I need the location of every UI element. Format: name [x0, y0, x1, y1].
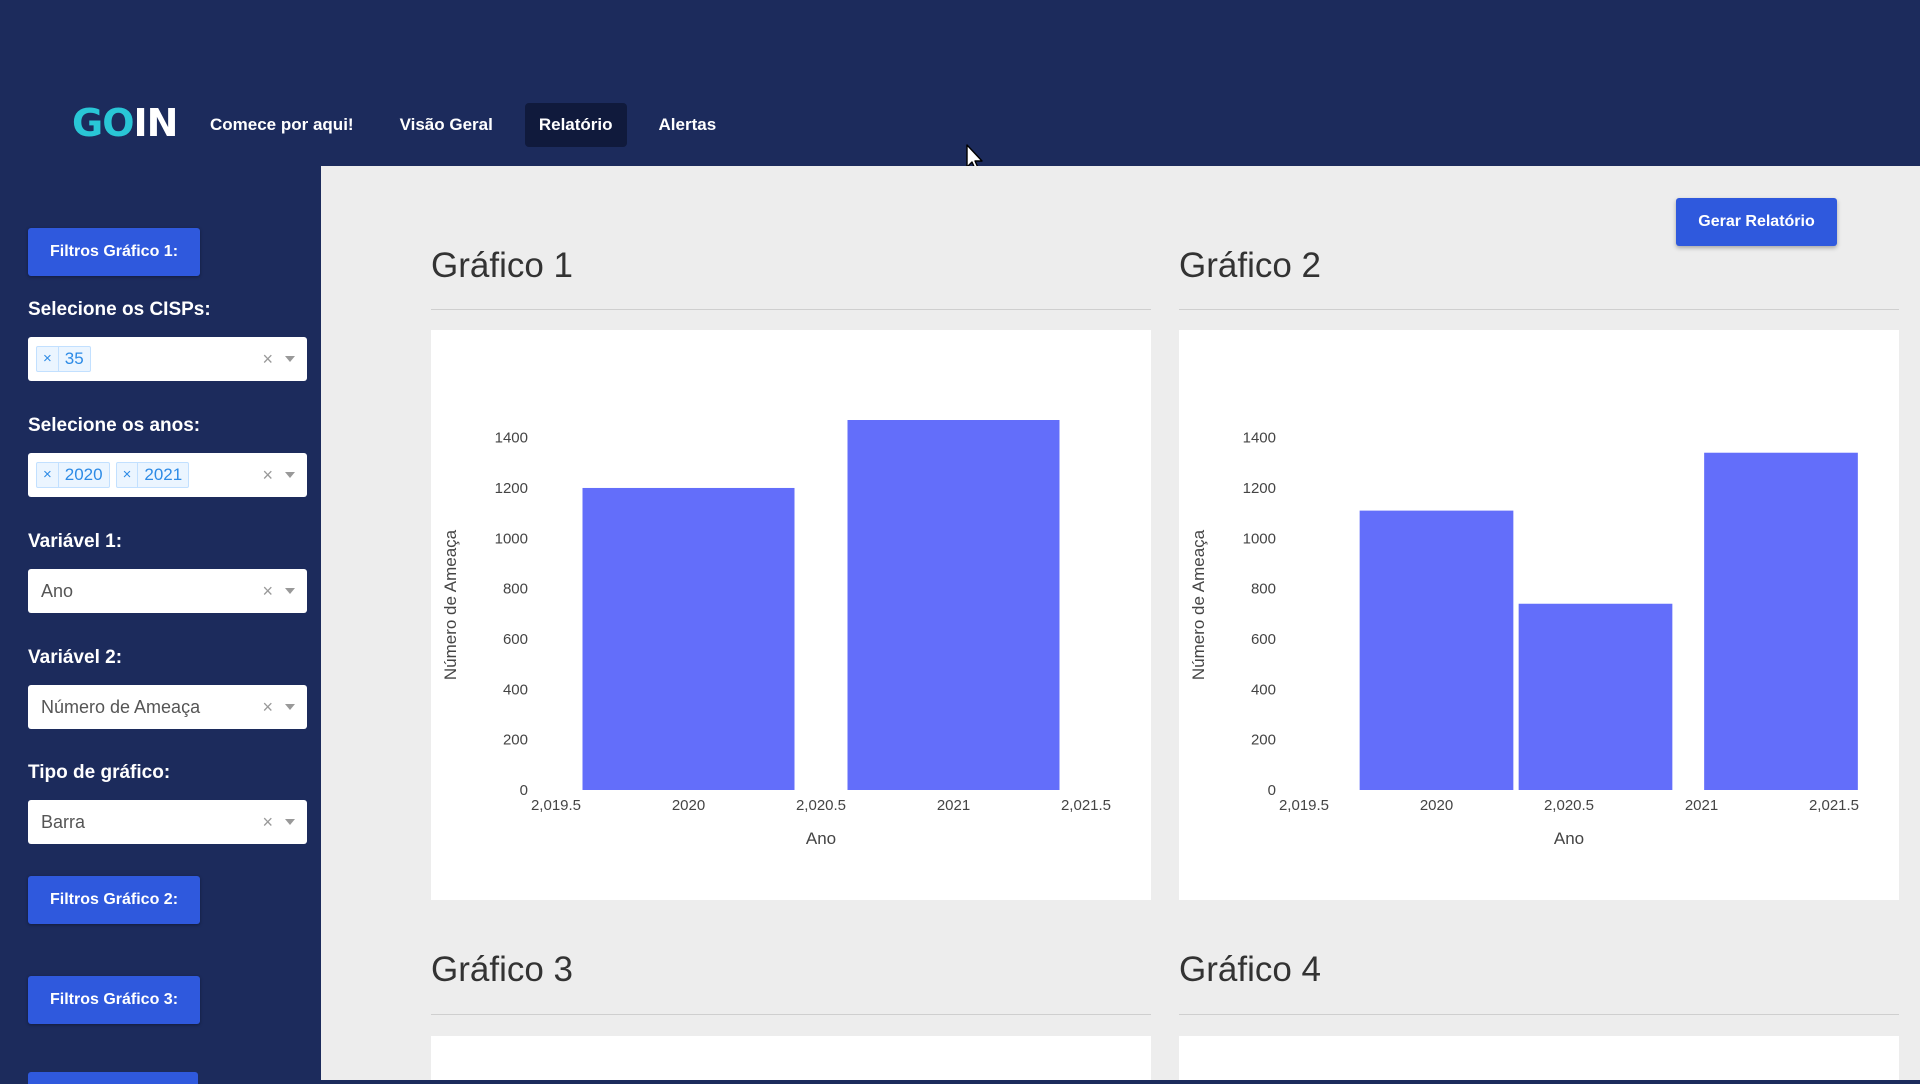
bar[interactable]	[1704, 452, 1858, 790]
chart-1: 0 200 400 600 800 1000 1200 1400 2,019.5 2020 2,02…	[441, 420, 1111, 848]
y-tick-label: 600	[1251, 631, 1276, 648]
y-tick-label: 0	[520, 782, 528, 799]
gerar-relatorio-button[interactable]: Gerar Relatório	[1676, 198, 1837, 246]
chart-1-title: Gráfico 1	[431, 246, 573, 285]
x-tick-label: 2,020.5	[796, 797, 846, 814]
anos-select[interactable]: × 2020 × 2021 ×	[28, 453, 307, 497]
nav-alertas[interactable]: Alertas	[658, 115, 717, 134]
chart-4-title: Gráfico 4	[1179, 950, 1321, 989]
x-tick-label: 2,020.5	[1544, 797, 1594, 814]
divider	[1179, 1014, 1899, 1015]
nav-visao-geral[interactable]: Visão Geral	[399, 115, 493, 134]
tipo-grafico-select[interactable]: Barra ×	[28, 800, 307, 844]
ano-chip: × 2020	[36, 462, 110, 488]
divider	[431, 1014, 1151, 1015]
top-nav: Comece por aqui! Visão Geral Relatório A…	[196, 103, 730, 147]
nav-comece-por-aqui[interactable]: Comece por aqui!	[210, 115, 354, 134]
chart-2-title: Gráfico 2	[1179, 246, 1321, 285]
cisps-chips: × 35	[36, 346, 91, 372]
goin-logo[interactable]: GOIN	[72, 101, 179, 145]
y-tick-label: 1000	[495, 530, 528, 547]
cisp-chip: × 35	[36, 346, 91, 372]
y-tick-label: 800	[503, 581, 528, 598]
y-tick-label: 1000	[1243, 530, 1276, 547]
bar[interactable]	[582, 487, 795, 790]
variavel-2-select[interactable]: Número de Ameaça ×	[28, 685, 307, 729]
filters-sidebar: Filtros Gráfico 1: Selecione os CISPs: ×…	[0, 166, 321, 1084]
chip-remove-icon[interactable]: ×	[37, 463, 59, 487]
chip-remove-icon[interactable]: ×	[117, 463, 139, 487]
chart-3-panel	[431, 1036, 1151, 1080]
y-tick-label: 1200	[1243, 480, 1276, 497]
variavel-1-select[interactable]: Ano ×	[28, 569, 307, 613]
y-tick-label: 1400	[495, 430, 528, 447]
ano-chip: × 2021	[115, 462, 190, 488]
chart-3-title: Gráfico 3	[431, 950, 573, 989]
x-tick-label: 2,021.5	[1061, 797, 1111, 814]
y-axis-title: Número de Ameaça	[1189, 529, 1208, 680]
filtros-grafico-1-button[interactable]: Filtros Gráfico 1:	[28, 228, 201, 276]
select-value: Barra	[41, 812, 86, 832]
chevron-down-icon[interactable]	[285, 704, 295, 710]
anos-chips: × 2020 × 2021	[36, 462, 190, 488]
x-axis-title: Ano	[806, 829, 836, 848]
select-value: Número de Ameaça	[41, 697, 201, 717]
bar[interactable]	[1518, 603, 1673, 790]
clear-icon[interactable]: ×	[262, 349, 273, 369]
filtros-grafico-4-button[interactable]	[28, 1072, 198, 1084]
chip-remove-icon[interactable]: ×	[37, 347, 59, 371]
clear-icon[interactable]: ×	[262, 697, 273, 717]
divider	[431, 309, 1151, 310]
chip-value: 2021	[144, 465, 183, 484]
chart-4-panel	[1179, 1036, 1899, 1080]
chip-value: 2020	[64, 465, 103, 484]
chevron-down-icon[interactable]	[285, 819, 295, 825]
x-axis-title: Ano	[1554, 829, 1584, 848]
chevron-down-icon[interactable]	[285, 472, 295, 478]
y-tick-label: 600	[503, 631, 528, 648]
cisps-label: Selecione os CISPs:	[28, 299, 211, 320]
y-tick-label: 1200	[495, 480, 528, 497]
y-tick-label: 200	[1251, 732, 1276, 749]
x-tick-label: 2,019.5	[1279, 797, 1329, 814]
divider	[1179, 309, 1899, 310]
y-tick-label: 800	[1251, 581, 1276, 598]
x-tick-label: 2,019.5	[531, 797, 581, 814]
filtros-grafico-3-button[interactable]: Filtros Gráfico 3:	[28, 976, 201, 1024]
variavel-2-label: Variável 2:	[28, 647, 123, 668]
clear-icon[interactable]: ×	[262, 465, 273, 485]
clear-icon[interactable]: ×	[262, 812, 273, 832]
y-tick-label: 0	[1268, 782, 1276, 799]
bar[interactable]	[847, 420, 1060, 790]
x-tick-label: 2020	[672, 797, 705, 814]
filtros-grafico-2-button[interactable]: Filtros Gráfico 2:	[28, 876, 201, 924]
logo-go: GO	[72, 101, 134, 145]
x-tick-label: 2021	[1685, 797, 1718, 814]
chevron-down-icon[interactable]	[285, 356, 295, 362]
chart-2: 0 200 400 600 800 1000 1200 1400 2,019.5 2020 2,02…	[1189, 430, 1859, 848]
y-axis-title: Número de Ameaça	[441, 529, 460, 680]
y-tick-label: 400	[1251, 681, 1276, 698]
chip-value: 35	[64, 349, 84, 368]
clear-icon[interactable]: ×	[262, 581, 273, 601]
x-tick-label: 2,021.5	[1809, 797, 1859, 814]
y-tick-label: 200	[503, 732, 528, 749]
y-tick-label: 1400	[1243, 430, 1276, 447]
select-value: Ano	[41, 581, 74, 601]
y-tick-label: 400	[503, 681, 528, 698]
x-tick-label: 2020	[1420, 797, 1453, 814]
lower-cards-area: Gráfico 3 Gráfico 4	[321, 900, 1920, 1080]
logo-in: IN	[133, 101, 179, 145]
chevron-down-icon[interactable]	[285, 588, 295, 594]
cisps-select[interactable]: × 35 ×	[28, 337, 307, 381]
x-tick-label: 2021	[937, 797, 970, 814]
nav-relatorio[interactable]: Relatório	[524, 103, 627, 147]
variavel-1-label: Variável 1:	[28, 531, 123, 552]
anos-label: Selecione os anos:	[28, 415, 201, 436]
bar[interactable]	[1359, 510, 1514, 790]
tipo-grafico-label: Tipo de gráfico:	[28, 762, 171, 783]
